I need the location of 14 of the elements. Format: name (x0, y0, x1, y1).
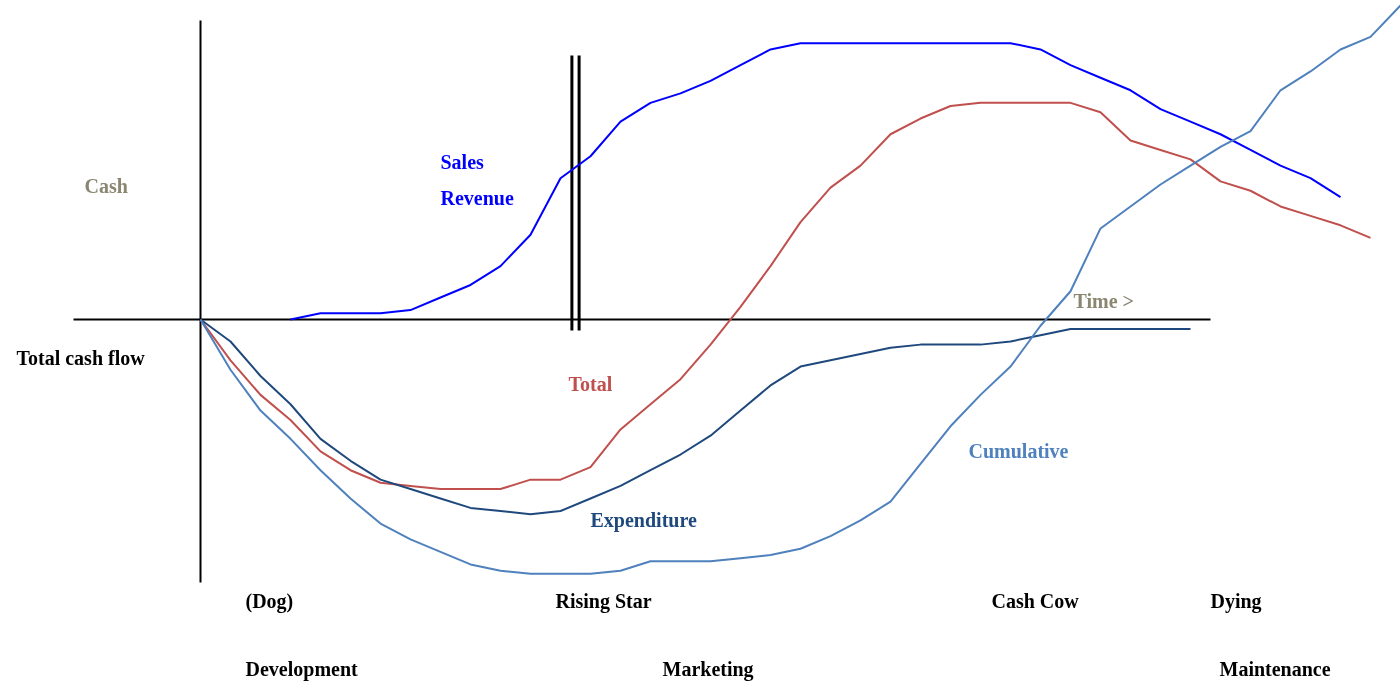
text: Total cash flow (16, 346, 146, 369)
text: Cash Cow (991, 589, 1080, 612)
series-label: Cumulative (968, 439, 1069, 462)
text: Dying (1210, 589, 1262, 613)
text: Rising Star (555, 589, 652, 613)
text: Maintenance (1219, 657, 1331, 680)
text: Development (245, 657, 359, 681)
x-axis-title: Time > (1073, 289, 1134, 312)
series-label: Total (568, 372, 613, 395)
text: (Dog) (245, 589, 294, 613)
text: Marketing (662, 657, 754, 681)
series-label: Sales Revenue (440, 150, 514, 209)
series-label: Expenditure (590, 508, 697, 532)
y-axis-title: Cash (84, 174, 128, 197)
